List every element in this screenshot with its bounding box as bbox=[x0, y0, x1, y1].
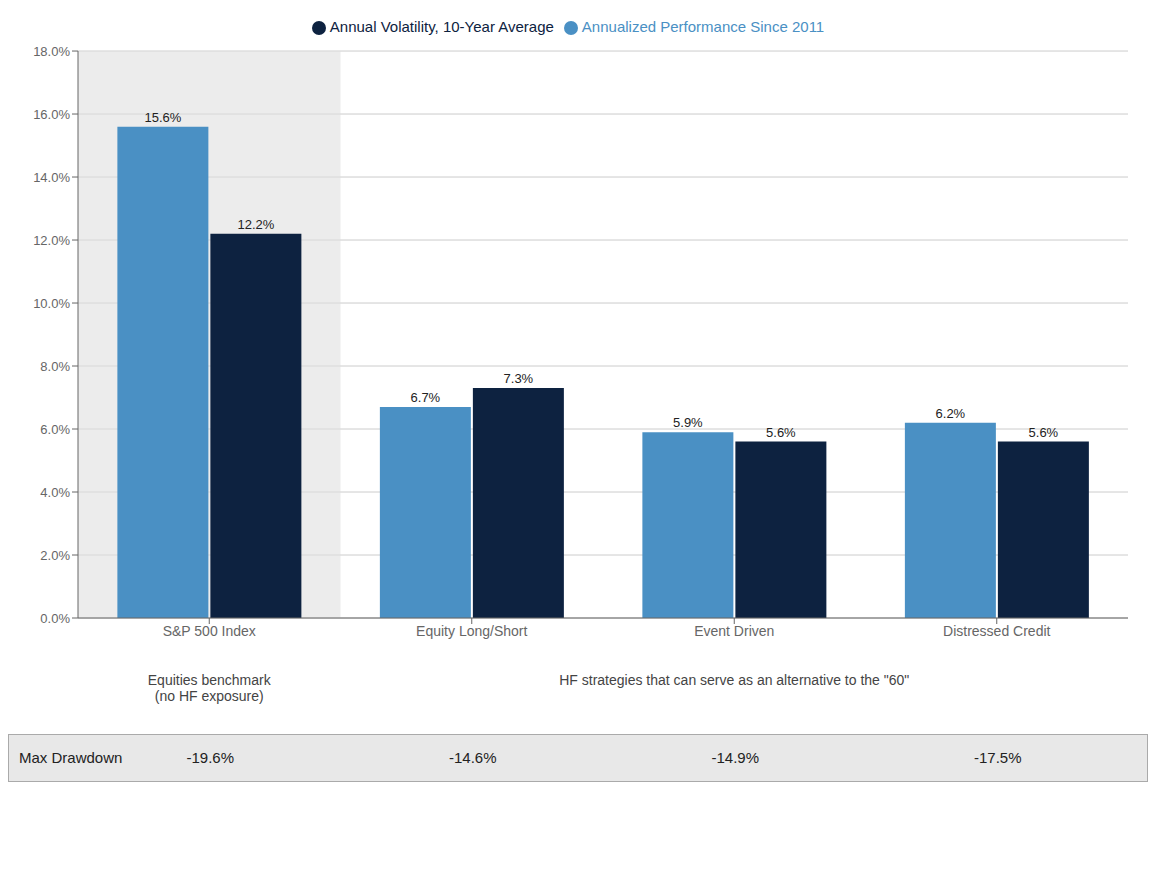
svg-text:4.0%: 4.0% bbox=[40, 485, 70, 500]
svg-text:15.6%: 15.6% bbox=[144, 110, 181, 125]
svg-text:14.0%: 14.0% bbox=[33, 170, 70, 185]
html-text:-17.5%: -17.5% bbox=[974, 749, 1022, 766]
svg-text:Equity Long/Short: Equity Long/Short bbox=[416, 623, 527, 639]
svg-text:5.6%: 5.6% bbox=[1029, 425, 1059, 440]
svg-text:7.3%: 7.3% bbox=[504, 371, 534, 386]
svg-text:Distressed Credit: Distressed Credit bbox=[943, 623, 1050, 639]
html-text:Max Drawdown: Max Drawdown bbox=[19, 749, 123, 766]
svg-text:5.6%: 5.6% bbox=[766, 425, 796, 440]
html-text:Equities benchmark (no HF expo: Equities benchmark (no HF exposure) bbox=[147, 672, 271, 704]
html-text:-14.6%: -14.6% bbox=[449, 749, 497, 766]
svg-text:12.2%: 12.2% bbox=[237, 217, 274, 232]
svg-text:2.0%: 2.0% bbox=[40, 548, 70, 563]
svg-text:16.0%: 16.0% bbox=[33, 107, 70, 122]
html-text:-19.6%: -19.6% bbox=[186, 749, 234, 766]
svg-text:8.0%: 8.0% bbox=[40, 359, 70, 374]
html-text:-14.9%: -14.9% bbox=[711, 749, 759, 766]
html-text:Annual Volatility, 10-Year Ave: Annual Volatility, 10-Year Average bbox=[329, 18, 554, 35]
html-text:HF strategies that can serve a: HF strategies that can serve as an alter… bbox=[559, 672, 910, 688]
html-text:Annualized Performance Since 2: Annualized Performance Since 2011 bbox=[581, 18, 825, 35]
svg-text:0.0%: 0.0% bbox=[40, 611, 70, 626]
svg-text:S&P 500 Index: S&P 500 Index bbox=[163, 623, 256, 639]
svg-text:12.0%: 12.0% bbox=[33, 233, 70, 248]
svg-text:6.7%: 6.7% bbox=[411, 390, 441, 405]
svg-text:10.0%: 10.0% bbox=[33, 296, 70, 311]
svg-text:6.0%: 6.0% bbox=[40, 422, 70, 437]
svg-text:18.0%: 18.0% bbox=[33, 44, 70, 59]
svg-text:Event Driven: Event Driven bbox=[694, 623, 774, 639]
svg-text:6.2%: 6.2% bbox=[936, 406, 966, 421]
svg-text:5.9%: 5.9% bbox=[673, 415, 703, 430]
